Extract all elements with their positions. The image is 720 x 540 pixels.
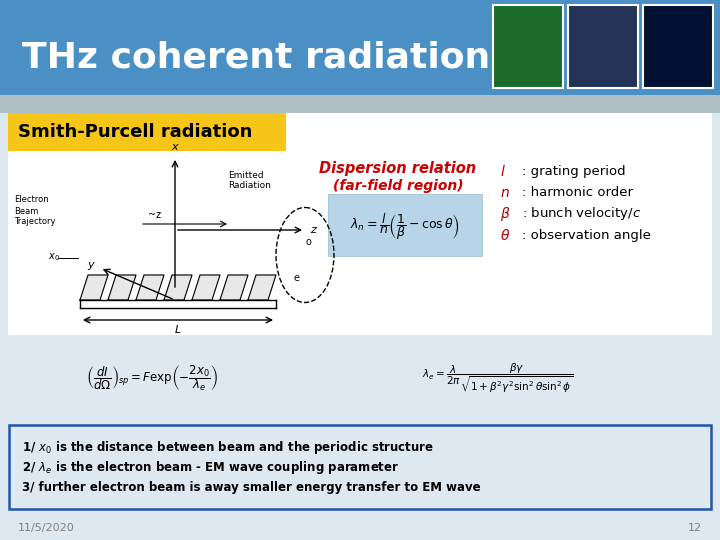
Text: $\lambda_e = \dfrac{\lambda}{2\pi}\dfrac{\beta\gamma}{\sqrt{1+\beta^2\gamma^2\si: $\lambda_e = \dfrac{\lambda}{2\pi}\dfrac… — [423, 361, 574, 395]
Text: : bunch velocity/$c$: : bunch velocity/$c$ — [522, 206, 641, 222]
FancyBboxPatch shape — [8, 335, 712, 421]
FancyBboxPatch shape — [8, 113, 712, 421]
Text: L: L — [175, 325, 181, 335]
FancyBboxPatch shape — [328, 194, 482, 256]
Text: Emitted: Emitted — [228, 171, 264, 179]
FancyBboxPatch shape — [493, 5, 563, 88]
Text: : harmonic order: : harmonic order — [522, 186, 633, 199]
Polygon shape — [108, 275, 136, 300]
Text: Beam: Beam — [14, 206, 38, 215]
Polygon shape — [164, 275, 192, 300]
Text: $\lambda_n = \dfrac{l}{n}\left(\dfrac{1}{\beta} - \cos\theta\right)$: $\lambda_n = \dfrac{l}{n}\left(\dfrac{1}… — [350, 212, 460, 242]
Text: Smith-Purcell radiation: Smith-Purcell radiation — [18, 123, 253, 141]
Text: z: z — [310, 225, 316, 235]
Text: : grating period: : grating period — [522, 165, 626, 179]
Text: $\left(\dfrac{dI}{d\Omega}\right)_{sp} = F\exp\!\left(-\dfrac{2x_0}{\lambda_e}\r: $\left(\dfrac{dI}{d\Omega}\right)_{sp} =… — [86, 363, 218, 393]
Text: 1/ $x_0$ is the distance between beam and the periodic structure: 1/ $x_0$ is the distance between beam an… — [22, 440, 434, 456]
Text: 12: 12 — [688, 523, 702, 533]
Text: 2/ $\lambda_e$ is the electron beam - EM wave coupling parameter: 2/ $\lambda_e$ is the electron beam - EM… — [22, 460, 400, 476]
Polygon shape — [136, 275, 164, 300]
Polygon shape — [192, 275, 220, 300]
Text: y: y — [87, 260, 94, 270]
FancyBboxPatch shape — [568, 5, 638, 88]
Polygon shape — [220, 275, 248, 300]
Text: $\theta$: $\theta$ — [500, 227, 510, 242]
Text: x: x — [171, 142, 179, 152]
Text: $l$: $l$ — [500, 165, 505, 179]
FancyBboxPatch shape — [0, 95, 720, 113]
Text: $\beta$: $\beta$ — [500, 205, 510, 223]
Text: $n$: $n$ — [500, 186, 510, 200]
Text: (far-field region): (far-field region) — [333, 179, 463, 193]
Text: Radiation: Radiation — [228, 181, 271, 191]
Text: Dispersion relation: Dispersion relation — [320, 160, 477, 176]
Polygon shape — [80, 275, 108, 300]
Text: e: e — [293, 273, 299, 283]
Text: ~z: ~z — [148, 210, 161, 220]
Text: Electron: Electron — [14, 195, 49, 205]
Polygon shape — [248, 275, 276, 300]
Text: Trajectory: Trajectory — [14, 218, 55, 226]
FancyBboxPatch shape — [8, 113, 286, 151]
Text: : observation angle: : observation angle — [522, 228, 651, 241]
Text: $x_0$: $x_0$ — [48, 251, 60, 263]
FancyBboxPatch shape — [643, 5, 713, 88]
FancyBboxPatch shape — [0, 0, 720, 95]
Text: 3/ further electron beam is away smaller energy transfer to EM wave: 3/ further electron beam is away smaller… — [22, 482, 481, 495]
FancyBboxPatch shape — [9, 425, 711, 509]
Text: THz coherent radiation: THz coherent radiation — [22, 41, 490, 75]
Text: 11/5/2020: 11/5/2020 — [18, 523, 75, 533]
Text: o: o — [305, 237, 311, 247]
